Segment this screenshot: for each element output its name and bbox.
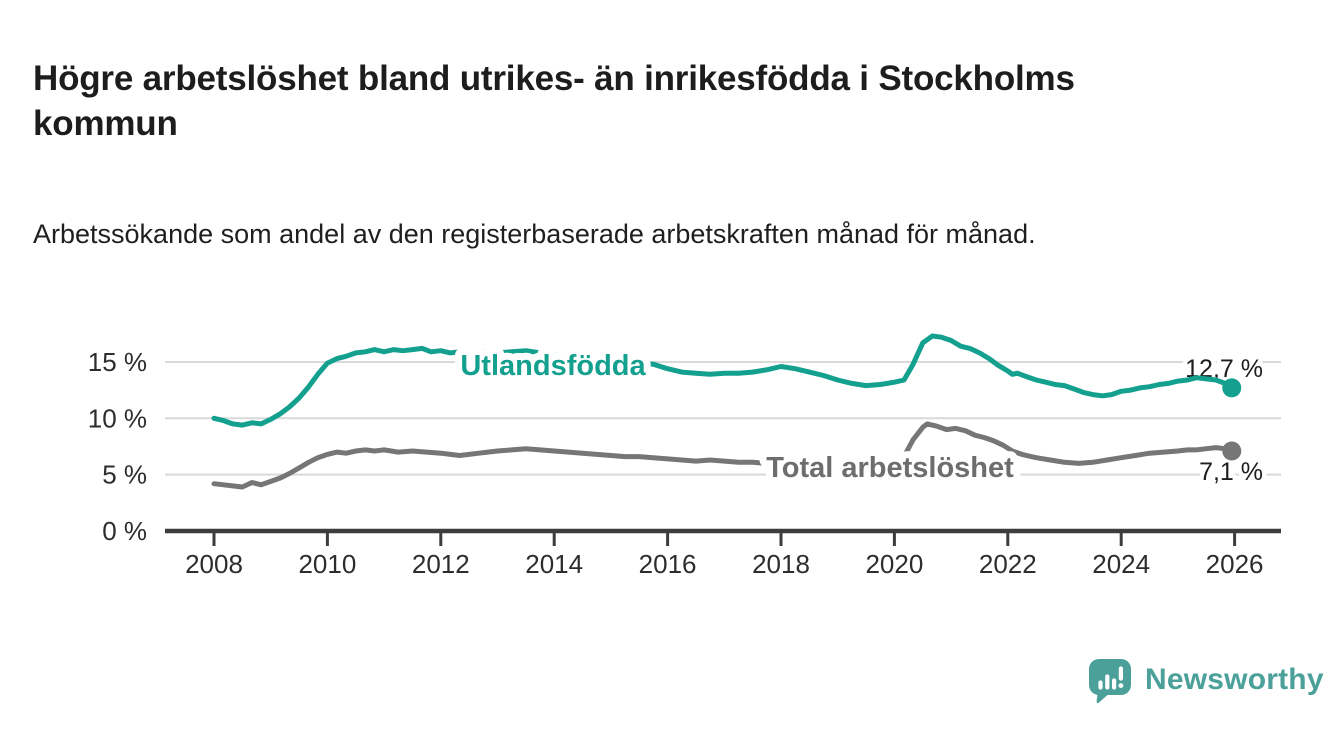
line-chart-svg: 12,7 % 7,1 % Utlandsfödda Total arbetslöshe… bbox=[88, 333, 1281, 579]
x-axis-tick-label: 2012 bbox=[412, 549, 470, 579]
series-inline-label: Utlandsfödda bbox=[460, 350, 646, 382]
x-axis-tick-label: 2026 bbox=[1206, 549, 1264, 579]
y-axis-tick-label: 15 % bbox=[88, 347, 147, 377]
newsworthy-wordmark: Newsworthy bbox=[1145, 663, 1324, 696]
x-axis-tick-label: 2008 bbox=[185, 549, 243, 579]
series-line bbox=[211, 333, 1235, 428]
x-axis-tick-label: 2014 bbox=[525, 549, 583, 579]
end-value-label: 7,1 % bbox=[1199, 458, 1263, 486]
series-end-dot bbox=[1222, 378, 1242, 398]
x-axis-tick-label: 2022 bbox=[979, 549, 1037, 579]
x-axis-tick-label: 2018 bbox=[752, 549, 810, 579]
series-line bbox=[211, 421, 1235, 490]
page-subtitle: Arbetssökande som andel av den registerb… bbox=[33, 219, 1036, 249]
x-axis-tick-label: 2016 bbox=[639, 549, 697, 579]
x-axis-tick-label: 2024 bbox=[1092, 549, 1150, 579]
series-inline-label: Total arbetslöshet bbox=[766, 452, 1014, 484]
y-axis-tick-label: 10 % bbox=[88, 403, 147, 433]
y-axis-tick-label: 5 % bbox=[102, 460, 147, 490]
line-chart: 12,7 % 7,1 % Utlandsfödda Total arbetslöshe… bbox=[0, 300, 1340, 610]
bar-chart-speech-bubble-icon bbox=[1089, 659, 1131, 704]
newsworthy-logo[interactable]: Newsworthy bbox=[1086, 656, 1324, 704]
x-axis-tick-label: 2020 bbox=[865, 549, 923, 579]
page-title: Högre arbetslöshet bland utrikes- än inr… bbox=[33, 59, 1075, 143]
series-end-dot bbox=[1222, 441, 1242, 461]
end-value-label: 12,7 % bbox=[1185, 355, 1263, 383]
x-axis-tick-label: 2010 bbox=[298, 549, 356, 579]
y-axis-tick-label: 0 % bbox=[102, 516, 147, 546]
